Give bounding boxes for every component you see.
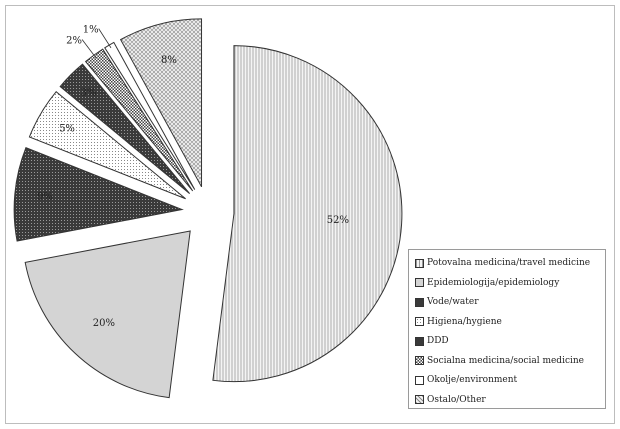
pie-slice-label: 52% <box>327 215 349 226</box>
legend-label: Epidemiologija/epidemiology <box>427 277 560 288</box>
legend-item: DDD <box>415 334 449 348</box>
pie-slice-label: 9% <box>37 192 53 203</box>
leader-line <box>81 39 97 59</box>
legend-swatch <box>415 375 424 385</box>
legend-label: Ostalo/Other <box>427 394 486 405</box>
legend-label: Higiena/hygiene <box>427 316 502 327</box>
pie-slice <box>212 45 403 383</box>
legend-item: Vode/water <box>415 295 479 309</box>
legend: Potovalna medicina/travel medicine Epidem… <box>408 249 606 409</box>
legend-item: Potovalna medicina/travel medicine <box>415 256 590 270</box>
pie-slice-label: 3% <box>81 88 97 99</box>
legend-label: Vode/water <box>427 297 479 307</box>
legend-item: Socialna medicina/social medicine <box>415 354 584 368</box>
legend-label: Potovalna medicina/travel medicine <box>427 258 591 268</box>
legend-label: Okolje/environment <box>427 375 518 385</box>
legend-swatch <box>415 395 424 404</box>
pie-slice-label: 5% <box>59 124 75 135</box>
chart-frame <box>5 5 615 424</box>
pie-slice-label: 20% <box>93 318 115 329</box>
pie-slice <box>28 90 186 200</box>
legend-swatch <box>415 297 424 307</box>
pie-slice <box>119 18 203 188</box>
legend-swatch <box>415 278 424 287</box>
legend-swatch <box>415 356 424 365</box>
legend-item: Epidemiologija/epidemiology <box>415 276 559 290</box>
legend-label: DDD <box>427 336 449 346</box>
pie-slice <box>13 147 184 242</box>
legend-swatch <box>415 317 424 326</box>
pie-slice-label: 2% <box>66 36 82 47</box>
legend-item: Okolje/environment <box>415 373 517 387</box>
legend-item: Higiena/hygiene <box>415 315 502 329</box>
legend-swatch <box>415 258 424 268</box>
pie-slice-label: 1% <box>83 25 99 36</box>
pie-slice <box>24 230 191 399</box>
pie-slice <box>59 63 191 195</box>
legend-label: Socialna medicina/social medicine <box>427 355 584 366</box>
legend-swatch <box>415 336 424 346</box>
leader-line <box>98 28 112 49</box>
legend-item: Ostalo/Other <box>415 393 486 407</box>
pie-slice-label: 8% <box>161 55 177 66</box>
